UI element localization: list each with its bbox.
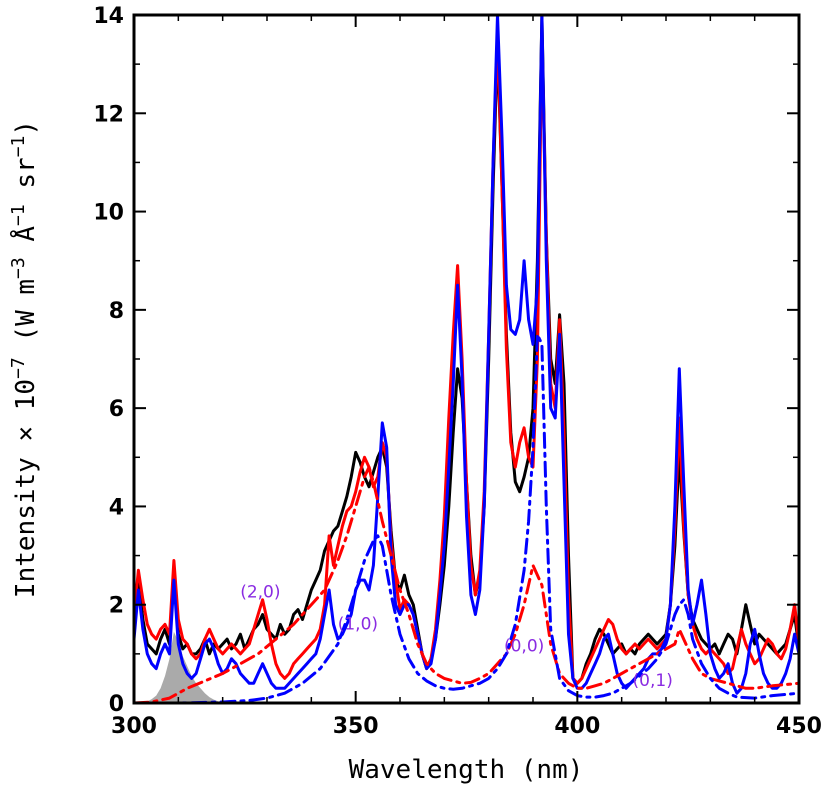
band-annotation: (1,0) <box>338 614 378 634</box>
y-tick-label: 14 <box>93 4 124 29</box>
x-tick-label: 400 <box>554 714 600 739</box>
series-line-0 <box>134 15 799 685</box>
x-tick-label: 300 <box>111 714 157 739</box>
band-annotation: (2,0) <box>240 582 280 602</box>
y-tick-label: 0 <box>109 692 124 717</box>
y-tick-label: 10 <box>93 201 124 226</box>
series-line-3 <box>134 465 799 703</box>
series-layer <box>134 15 799 703</box>
y-axis-title: Intensity × 10−7 (W m−3 Å−1 sr−1) <box>8 120 41 598</box>
x-axis: 300 350 400 450 <box>111 15 822 739</box>
y-tick-label: 6 <box>109 397 124 422</box>
y-tick-label: 12 <box>93 102 124 127</box>
band-annotation: (0,0) <box>504 636 544 656</box>
y-tick-label: 8 <box>109 299 124 324</box>
shaded-area-5 <box>138 631 223 703</box>
y-tick-label: 2 <box>109 594 124 619</box>
x-tick-label: 450 <box>776 714 822 739</box>
series-line-2 <box>134 15 799 695</box>
annotations: (2,0) (1,0) (0,0) (0,1) <box>240 582 673 690</box>
series-line-4 <box>134 332 799 703</box>
band-annotation: (0,1) <box>633 671 673 691</box>
y-tick-label: 4 <box>109 495 124 520</box>
x-tick-label: 350 <box>333 714 379 739</box>
x-axis-title: Wavelength (nm) <box>349 755 584 785</box>
y-axis: 0 2 4 6 8 10 12 14 <box>93 4 799 717</box>
